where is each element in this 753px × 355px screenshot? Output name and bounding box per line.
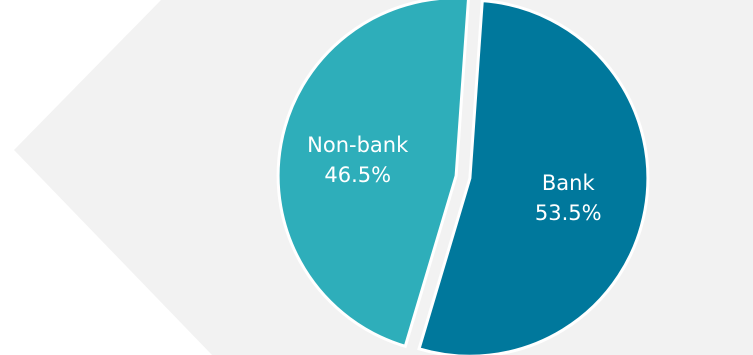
pie-slice-bank — [417, 0, 650, 355]
slice-labels: Bank 53.5% Non-bank 46.5% — [307, 133, 601, 225]
slice-label-non-bank: Non-bank — [307, 133, 409, 157]
slice-value-bank: 53.5% — [535, 201, 602, 225]
pie-slices — [276, 0, 650, 355]
pie-slice-non-bank — [276, 0, 470, 349]
slice-label-bank: Bank — [542, 171, 596, 195]
slice-value-non-bank: 46.5% — [324, 163, 391, 187]
